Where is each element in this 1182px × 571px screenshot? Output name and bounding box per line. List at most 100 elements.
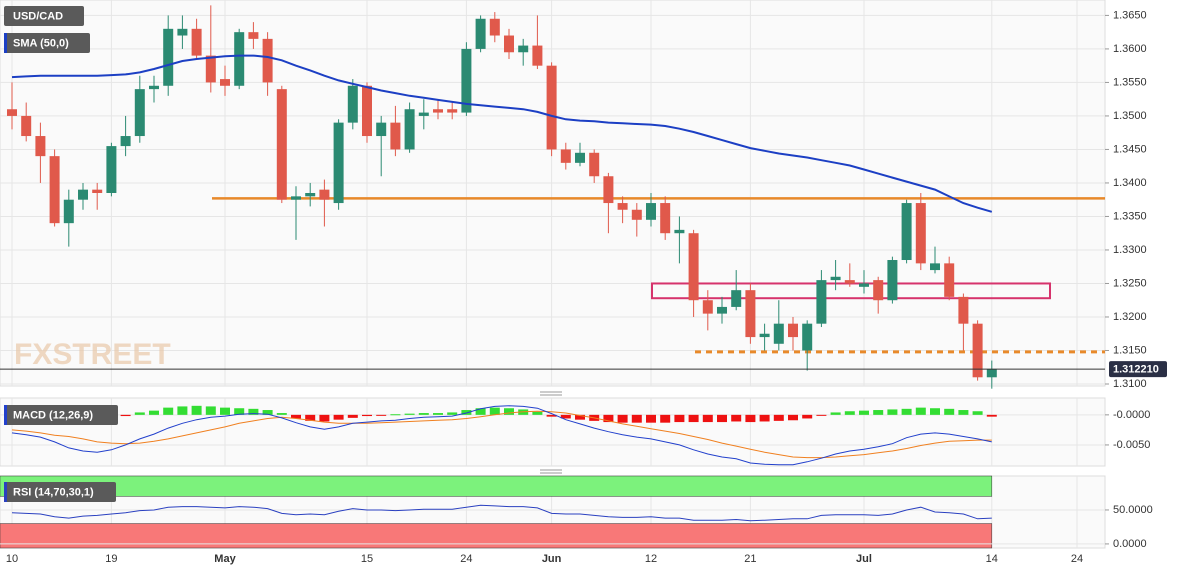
candle-body [49,156,60,224]
histogram-bar [404,413,415,415]
rsi-line [11,504,992,522]
candle-body [220,79,230,86]
histogram-bar [319,414,330,422]
y-tick-label: 1.3650 [1113,9,1147,21]
histogram-bar [461,410,472,415]
histogram-bar [333,414,344,420]
candle-body [745,290,756,338]
candle-body [191,28,202,56]
histogram-bar [830,412,841,415]
histogram-bar [248,408,259,415]
candle-body [78,189,88,200]
panel-label: MACD (12,26,9) [13,409,93,421]
panel-label: USD/CAD [13,10,63,22]
histogram-bar [234,408,245,415]
histogram-bar [773,414,784,421]
x-tick-label: Jun [542,553,562,565]
candle-body [134,89,145,137]
y-tick-label: 1.3550 [1113,76,1147,88]
candle-body [376,122,387,137]
histogram-bar [475,408,486,415]
x-tick-label: 10 [6,553,18,565]
sma-line [11,54,993,213]
candle-body [617,203,628,210]
candle-body [944,263,955,297]
histogram-bar [603,414,614,423]
x-tick-label: May [214,553,236,565]
histogram-bar [944,408,955,415]
histogram-bar [262,410,273,415]
y-tick-label: 1.3600 [1113,43,1147,55]
x-tick-label: 12 [645,553,657,565]
candle-body [276,89,287,200]
histogram-bar [205,406,216,415]
x-tick-label: 21 [744,553,756,565]
histogram-bar [745,414,756,423]
candle-body [816,280,827,324]
candle-body [291,196,301,200]
histogram-bar [859,410,869,415]
histogram-bar [717,414,727,423]
histogram-bar [532,411,543,415]
layer: 10 19 May 15 24 Jun 12 21 Jul 14 24 1.3100 1.3150 1.3… [0,0,1167,565]
label-box [4,482,116,502]
y-tick-label: 1.3350 [1113,210,1147,222]
candle-body [262,38,273,83]
histogram-bar [930,408,940,415]
label-box [4,33,90,53]
candle-body [433,109,443,113]
candle-body [702,300,713,314]
candle-body [532,45,543,66]
x-tick-label: 19 [105,553,117,565]
candle-body [788,323,798,338]
x-tick-label: 24 [460,553,472,565]
histogram-bar [120,414,131,417]
x-tick-label: 15 [361,553,373,565]
signal-line [11,410,992,459]
candle-body [646,203,656,220]
label-box [4,6,84,26]
candle-body [120,136,131,147]
histogram-bar [972,411,983,415]
label-accent [4,482,7,502]
y-tick-label: 1.3500 [1113,110,1147,122]
candle-body [177,28,188,36]
y-tick-label: 1.3450 [1113,143,1147,155]
y-tick-label: 1.3100 [1113,378,1147,390]
candle-body [972,323,983,378]
histogram-bar [986,414,997,417]
candle-body [163,28,174,86]
x-tick-label: Jul [856,553,872,565]
candle-body [930,263,940,271]
histogram-bar [802,414,813,419]
histogram-bar [674,414,685,423]
label-accent [4,405,7,425]
label-box [4,405,118,425]
candle-body [205,55,216,83]
candle-body [63,199,74,224]
y-tick-label: -0.0050 [1113,439,1150,451]
histogram-bar [958,410,969,415]
histogram-bar [134,412,145,415]
candle-body [106,146,117,193]
histogram-bar [418,413,429,415]
candle-body [986,369,997,378]
x-tick-label: 24 [1071,553,1083,565]
histogram-bar [191,405,202,415]
candle-body [631,209,642,220]
candle-body [248,32,259,39]
histogram-bar [660,414,671,423]
histogram-bar [915,407,926,415]
histogram-bar [163,407,174,415]
y-tick-label: 50.0000 [1113,504,1153,516]
candle-body [674,229,685,234]
y-tick-label: 1.3250 [1113,277,1147,289]
histogram-bar [816,414,827,416]
candle-body [958,296,969,324]
candle-body [21,115,32,137]
panel-label: SMA (50,0) [13,37,69,49]
histogram-bar [362,414,372,417]
candle-body [901,203,912,261]
candle-body [518,45,529,53]
